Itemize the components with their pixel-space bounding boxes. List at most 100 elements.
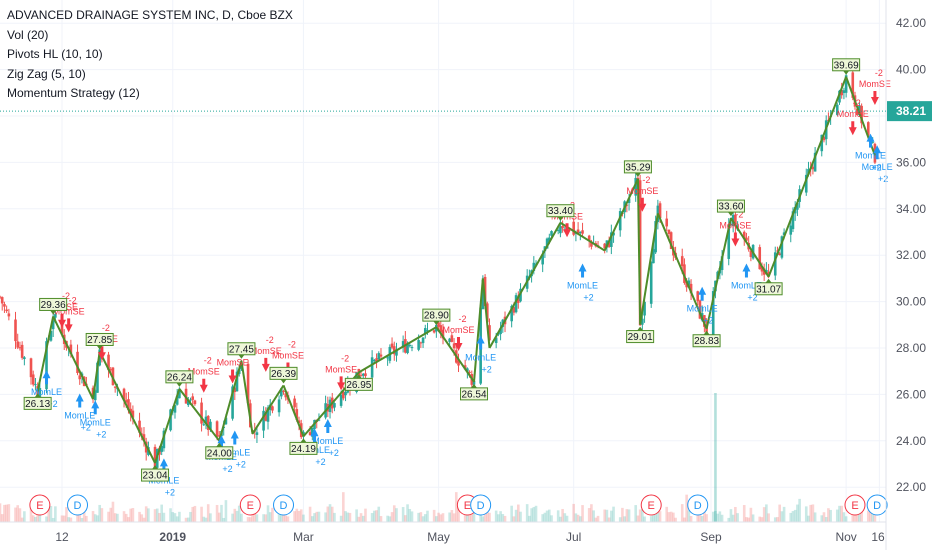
volume-bar [656,509,660,522]
candle-body [652,249,655,264]
long-arrow-icon [159,458,168,473]
volume-bar [359,513,363,522]
signal-qty: +2 [583,293,593,303]
signal-label: MomLE [862,162,893,172]
volume-bar [572,503,575,522]
volume-bar [144,506,148,522]
candle-body [450,335,454,342]
candle-body [271,406,274,411]
zigzag-segment [767,76,848,278]
volume-bar [85,515,88,522]
event-marker-label: D [477,500,485,512]
candle-body [638,180,642,326]
volume-bar [731,514,735,522]
candle-body [235,371,239,392]
volume-bar [253,510,257,522]
candle-body [625,204,629,206]
pivot-label-text: 33.60 [718,202,743,213]
candle-body [45,341,48,390]
zigzag-segment [705,217,732,329]
volume-bar [5,504,8,522]
volume-bar [450,510,454,522]
volume-bar [408,508,412,522]
study-momentum[interactable]: Momentum Strategy (12) [7,86,140,100]
candle-body [54,314,57,318]
volume-bar [109,507,113,522]
zigzag-segment [473,278,484,382]
candle-body [127,399,130,411]
volume-bar [231,513,234,522]
candle-body [696,291,700,302]
volume-bar [703,509,706,522]
volume-bar [439,514,443,522]
volume-bar [541,514,544,522]
candle-body [0,297,4,304]
candle-body [851,72,855,98]
candle-body [169,409,172,431]
candle-body [51,320,55,330]
volume-bar [217,512,221,522]
study-pivots[interactable]: Pivots HL (10, 10) [7,47,103,61]
price-tick-label: 26.00 [896,387,926,401]
volume-bar [486,510,489,522]
volume-bar [432,509,436,522]
candle-body [643,301,646,316]
volume-bar [147,508,150,522]
candle-body [308,432,312,436]
study-zigzag[interactable]: Zig Zag (5, 10) [7,66,86,81]
signal-qty: -2 [62,291,70,301]
volume-bar [80,517,84,522]
volume-bar [3,504,6,522]
earnings-marker-icon [844,494,866,516]
volume-bar [204,517,208,522]
volume-bar [742,505,746,522]
volume-bar [404,515,407,522]
signal-label: MomLE [80,417,111,427]
pivot-pointer [50,310,57,315]
candle-body [499,328,502,335]
pivot-label-text: 39.69 [834,60,859,71]
volume-bar [91,511,95,522]
symbol-title[interactable]: ADVANCED DRAINAGE SYSTEM INC, D, Cboe BZ… [7,8,293,22]
long-arrow-icon [578,263,587,278]
volume-bar [162,512,166,522]
candle-body [842,90,846,93]
volume-bar [69,517,73,522]
candle-body [233,387,237,393]
volume-bar [514,509,518,522]
long-arrow-icon [323,418,332,433]
candle-body [38,388,42,398]
volume-bar [718,511,722,522]
candle-body [277,399,281,413]
volume-bar [423,514,427,522]
volume-bar [191,506,195,522]
volume-bar [248,517,252,522]
volume-bar [222,517,226,522]
time-tick-label: Mar [293,530,314,544]
volume-bar [328,504,332,522]
volume-bar [235,510,239,522]
candle-body [840,89,843,96]
signal-label: MomLE [567,281,598,291]
volume-bar [760,517,764,522]
volume-bar [596,515,600,522]
time-axis[interactable]: 12 2019 Mar May Jul Sep Nov 16 [0,521,886,544]
candle-body [107,354,110,371]
volume-bar [472,509,476,522]
volume-bar [638,509,642,522]
candle-body [486,303,489,323]
study-vol[interactable]: Vol (20) [7,27,49,42]
candle-body [561,225,564,229]
event-marker-label: E [851,500,858,512]
short-arrow-icon [454,336,463,351]
last-price-badge [887,101,932,122]
pivot-label-text: 24.00 [207,448,232,459]
candle-body [669,232,673,249]
volume-bar [348,512,352,522]
candle-body [494,337,498,344]
volume-bar [716,513,719,522]
volume-bar [67,517,70,522]
